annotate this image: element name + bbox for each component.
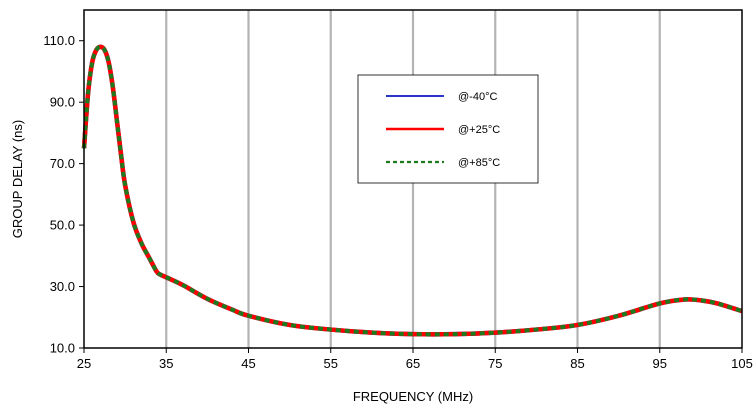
x-tick-label: 75 bbox=[488, 356, 502, 371]
x-tick-label: 25 bbox=[77, 356, 91, 371]
legend: @-40°C @+25°C @+85°C bbox=[357, 74, 539, 184]
x-tick-label: 45 bbox=[241, 356, 255, 371]
legend-label-3: @+85°C bbox=[458, 157, 500, 169]
y-tick-label: 30.0 bbox=[50, 279, 75, 294]
x-tick-label: 85 bbox=[570, 356, 584, 371]
legend-label-2: @+25°C bbox=[458, 124, 500, 136]
series-lines bbox=[81, 44, 743, 337]
y-tick-label: 50.0 bbox=[50, 218, 75, 233]
series-line-3 bbox=[82, 44, 743, 337]
x-tick-label: 35 bbox=[159, 356, 173, 371]
x-tick-label: 105 bbox=[731, 356, 753, 371]
legend-box bbox=[357, 74, 539, 184]
y-tick-label: 90.0 bbox=[50, 95, 75, 110]
x-tick-label: 65 bbox=[406, 356, 420, 371]
x-axis-ticks: 25 35 45 55 65 75 85 95 105 bbox=[77, 348, 753, 371]
x-axis-title: FREQUENCY (MHz) bbox=[353, 389, 473, 404]
legend-label-1: @-40°C bbox=[458, 91, 497, 103]
y-tick-label: 110.0 bbox=[43, 33, 75, 48]
y-tick-label: 10.0 bbox=[50, 341, 75, 356]
x-tick-label: 95 bbox=[653, 356, 667, 371]
y-axis-ticks: 10.0 30.0 50.0 70.0 90.0 110.0 bbox=[43, 33, 84, 356]
x-tick-label: 55 bbox=[324, 356, 338, 371]
y-tick-label: 70.0 bbox=[50, 156, 75, 171]
y-axis-title: GROUP DELAY (ns) bbox=[10, 120, 25, 238]
vertical-gridlines bbox=[165, 10, 661, 348]
